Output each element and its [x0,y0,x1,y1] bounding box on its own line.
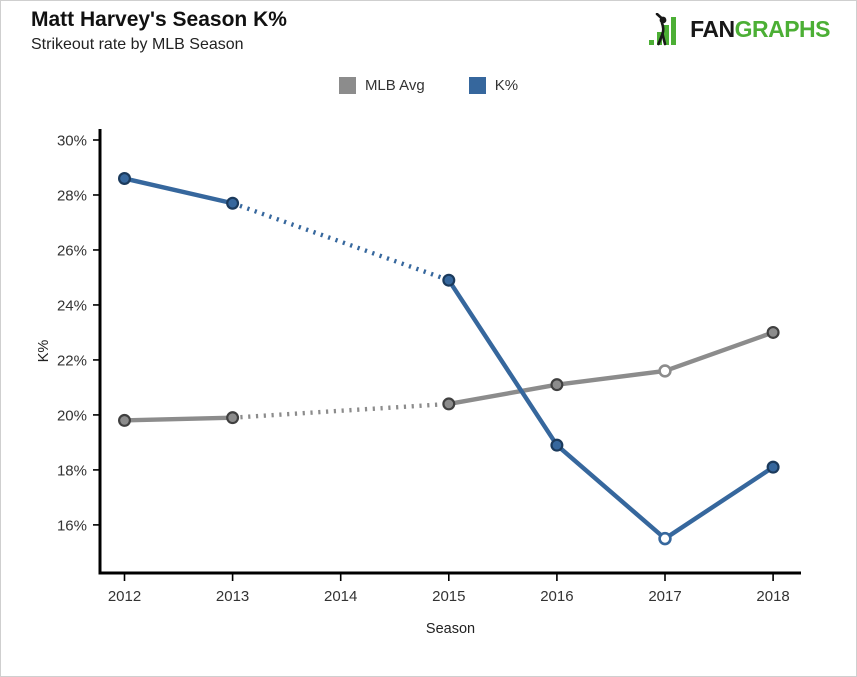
legend-item-k-: K% [468,77,519,94]
data-point-k--2016 [550,438,564,452]
data-point-mlb-avg-2018 [766,325,780,339]
y-tick-label: 22% [57,352,87,369]
logo-text-fan: FAN [690,16,735,42]
series-segment-k- [446,278,560,448]
chart-title: Matt Harvey's Season K% [31,8,287,31]
y-axis-title: K% [36,340,52,363]
series-segment-k- [662,464,776,541]
y-tick-label: 18% [57,462,87,479]
data-point-mlb-avg-2013 [226,411,240,425]
y-tick-label: 16% [57,517,87,534]
data-point-mlb-avg-2012 [117,413,131,427]
legend-label: MLB Avg [364,77,425,94]
data-point-k--2015 [442,273,456,287]
series-segment-k- [554,442,668,541]
x-tick-label: 2014 [324,588,357,605]
x-tick-label: 2017 [648,588,681,605]
series-segment-mlb-avg [554,368,668,387]
data-point-k--2012 [117,171,131,185]
y-tick-label: 24% [57,297,87,314]
x-tick-label: 2016 [540,588,573,605]
series-segment-k- [231,201,450,283]
y-tick-label: 28% [57,187,87,204]
x-axis-title: Season [426,621,475,637]
legend-label: K% [494,77,519,94]
fangraphs-logo-text: FANGRAPHS [690,16,830,43]
series-segment-mlb-avg [662,330,776,374]
x-tick-label: 2012 [108,588,141,605]
data-point-k--2018 [766,460,780,474]
data-point-k--2017 [658,531,672,546]
legend-swatch [468,77,486,94]
legend-item-mlb-avg: MLB Avg [338,77,425,94]
series-segment-k- [122,176,235,206]
data-point-k--2013 [226,196,240,210]
y-tick-label: 20% [57,407,87,424]
data-point-mlb-avg-2015 [442,397,456,411]
series-segment-mlb-avg [122,415,235,423]
x-tick-label: 2018 [756,588,789,605]
x-tick-label: 2015 [432,588,465,605]
series-segment-mlb-avg [232,401,449,420]
title-block: Matt Harvey's Season K% Strikeout rate b… [31,7,287,54]
logo-text-graphs: GRAPHS [734,16,831,42]
x-tick-label: 2013 [216,588,249,605]
fangraphs-logo: FANGRAPHS [649,13,831,46]
legend-swatch [338,77,356,94]
chart-legend: MLB Avg K% [1,77,856,94]
y-tick-label: 26% [57,242,87,259]
chart-subtitle: Strikeout rate by MLB Season [31,36,244,54]
fangraphs-logo-icon [649,13,677,46]
data-point-mlb-avg-2016 [550,378,564,392]
data-point-mlb-avg-2017 [658,364,672,378]
y-tick-label: 30% [57,132,87,149]
series-segment-mlb-avg [446,382,560,407]
